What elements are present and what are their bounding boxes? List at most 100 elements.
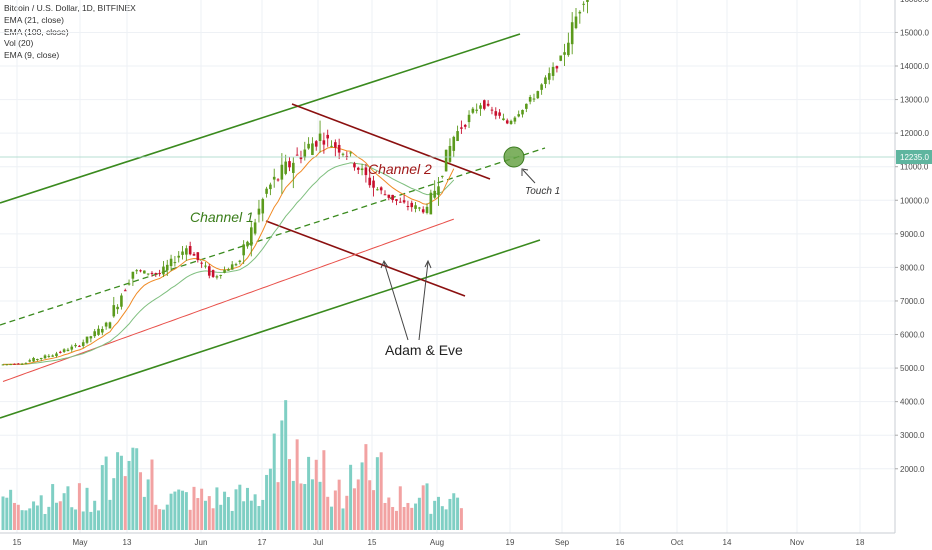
- touch-circle[interactable]: [503, 146, 525, 168]
- volume-bar: [291, 480, 295, 530]
- eve-arrow-head: [424, 259, 432, 269]
- candle-body: [246, 241, 249, 247]
- candle-body: [505, 120, 509, 124]
- candle-body: [395, 199, 398, 201]
- indicator-vol[interactable]: Vol (20): [4, 38, 34, 49]
- volume-bar: [330, 506, 334, 530]
- candle-body: [143, 270, 146, 274]
- candle-body: [544, 77, 547, 84]
- channel1-lower-line[interactable]: [0, 239, 541, 419]
- touch-label[interactable]: Touch 1: [525, 186, 560, 197]
- volume-bar: [394, 510, 398, 530]
- volume-bar: [326, 496, 330, 530]
- candle-body: [425, 206, 429, 213]
- candle-body: [101, 328, 104, 333]
- candle-body: [421, 209, 425, 213]
- candle-body: [398, 201, 402, 203]
- volume-bar: [35, 505, 39, 530]
- channel1-upper-line[interactable]: [0, 33, 521, 204]
- candle-body: [467, 114, 471, 123]
- time-tick-label: 15: [368, 538, 377, 547]
- time-tick-label: Sep: [555, 538, 570, 547]
- price-tick-label: 14000.0: [900, 62, 929, 71]
- candle-body: [223, 270, 226, 273]
- candle-body: [55, 353, 58, 357]
- chart-title[interactable]: Bitcoin / U.S. Dollar, 1D, BITFINEX: [4, 3, 136, 13]
- volume-bar: [74, 509, 78, 530]
- volume-bar: [387, 497, 391, 530]
- volume-bar: [398, 486, 402, 530]
- volume-bar: [20, 510, 24, 530]
- channel2-label[interactable]: Channel 2: [368, 161, 432, 177]
- volume-bar: [314, 459, 318, 530]
- time-tick-label: 15: [13, 538, 22, 547]
- channel1-mid-line[interactable]: [0, 147, 546, 326]
- candle-body: [444, 149, 448, 172]
- adam-eve-label[interactable]: Adam & Eve: [385, 342, 463, 358]
- candle-body: [62, 349, 66, 352]
- indicator-ema100[interactable]: EMA (100, close): [4, 26, 69, 37]
- indicator-ema21[interactable]: EMA (21, close): [4, 14, 64, 25]
- indicator-ema9[interactable]: EMA (9, close): [4, 50, 60, 61]
- channel1-label[interactable]: Channel 1: [190, 209, 254, 225]
- price-tick-label: 7000.0: [900, 297, 925, 306]
- candle-body: [364, 167, 368, 176]
- candle-body: [341, 153, 345, 155]
- volume-bar: [192, 486, 196, 530]
- volume-bar: [322, 450, 326, 530]
- candle-body: [32, 357, 35, 362]
- candle-body: [120, 295, 123, 307]
- touch-arrow: [522, 169, 536, 184]
- candle-body: [257, 208, 261, 215]
- channel2-lower-line[interactable]: [265, 220, 466, 297]
- candle-body: [555, 66, 559, 69]
- time-tick-label: Jun: [195, 538, 208, 547]
- volume-bar: [375, 457, 379, 530]
- volume-bar: [97, 510, 100, 530]
- price-tick-label: 6000.0: [900, 331, 925, 340]
- volume-bar: [108, 499, 112, 530]
- volume-bar: [200, 488, 204, 530]
- volume-bar: [131, 447, 135, 530]
- time-axis[interactable]: 15 May 13 Jun 17 Jul 15 Aug 19 Sep 16 Oct 14 Nov 18: [0, 532, 895, 547]
- candle-body: [173, 262, 177, 264]
- candle-body: [528, 97, 532, 102]
- current-price-label: 12235.0: [900, 153, 929, 162]
- candle-body: [356, 167, 360, 170]
- candle-body: [242, 244, 245, 256]
- volume-bar: [28, 508, 32, 530]
- candle-body: [238, 260, 242, 262]
- candle-body: [547, 73, 551, 80]
- volume-bar: [318, 481, 322, 530]
- volume-bar: [203, 500, 207, 530]
- volume-bar: [421, 485, 425, 530]
- candle-body: [234, 264, 238, 266]
- volume-bar: [303, 484, 307, 530]
- volume-bar: [288, 459, 291, 530]
- candle-body: [349, 152, 352, 154]
- candle-body: [586, 0, 589, 2]
- volume-bar: [257, 506, 261, 530]
- volume-bar: [66, 486, 70, 530]
- candle-body: [158, 272, 161, 275]
- candle-body: [162, 266, 165, 275]
- candle-body: [437, 186, 440, 195]
- volume-bar: [410, 507, 414, 530]
- volume-bar: [165, 504, 169, 530]
- candle-body: [154, 273, 158, 275]
- candle-body: [570, 22, 574, 45]
- candle-body: [66, 349, 70, 352]
- volume-bar: [161, 509, 165, 530]
- volume-bar: [238, 484, 242, 530]
- candle-body: [97, 328, 100, 335]
- candle-body: [181, 251, 184, 255]
- volume-bar: [173, 491, 177, 530]
- candle-body: [490, 109, 494, 111]
- channel2-upper-line[interactable]: [291, 103, 491, 180]
- candle-body: [513, 117, 517, 122]
- candle-body: [307, 143, 310, 149]
- price-axis[interactable]: 2000.0 3000.0 4000.0 5000.0 6000.0 7000.0 8000…: [894, 0, 929, 533]
- candle-body: [131, 271, 135, 279]
- volume-bar: [188, 509, 192, 530]
